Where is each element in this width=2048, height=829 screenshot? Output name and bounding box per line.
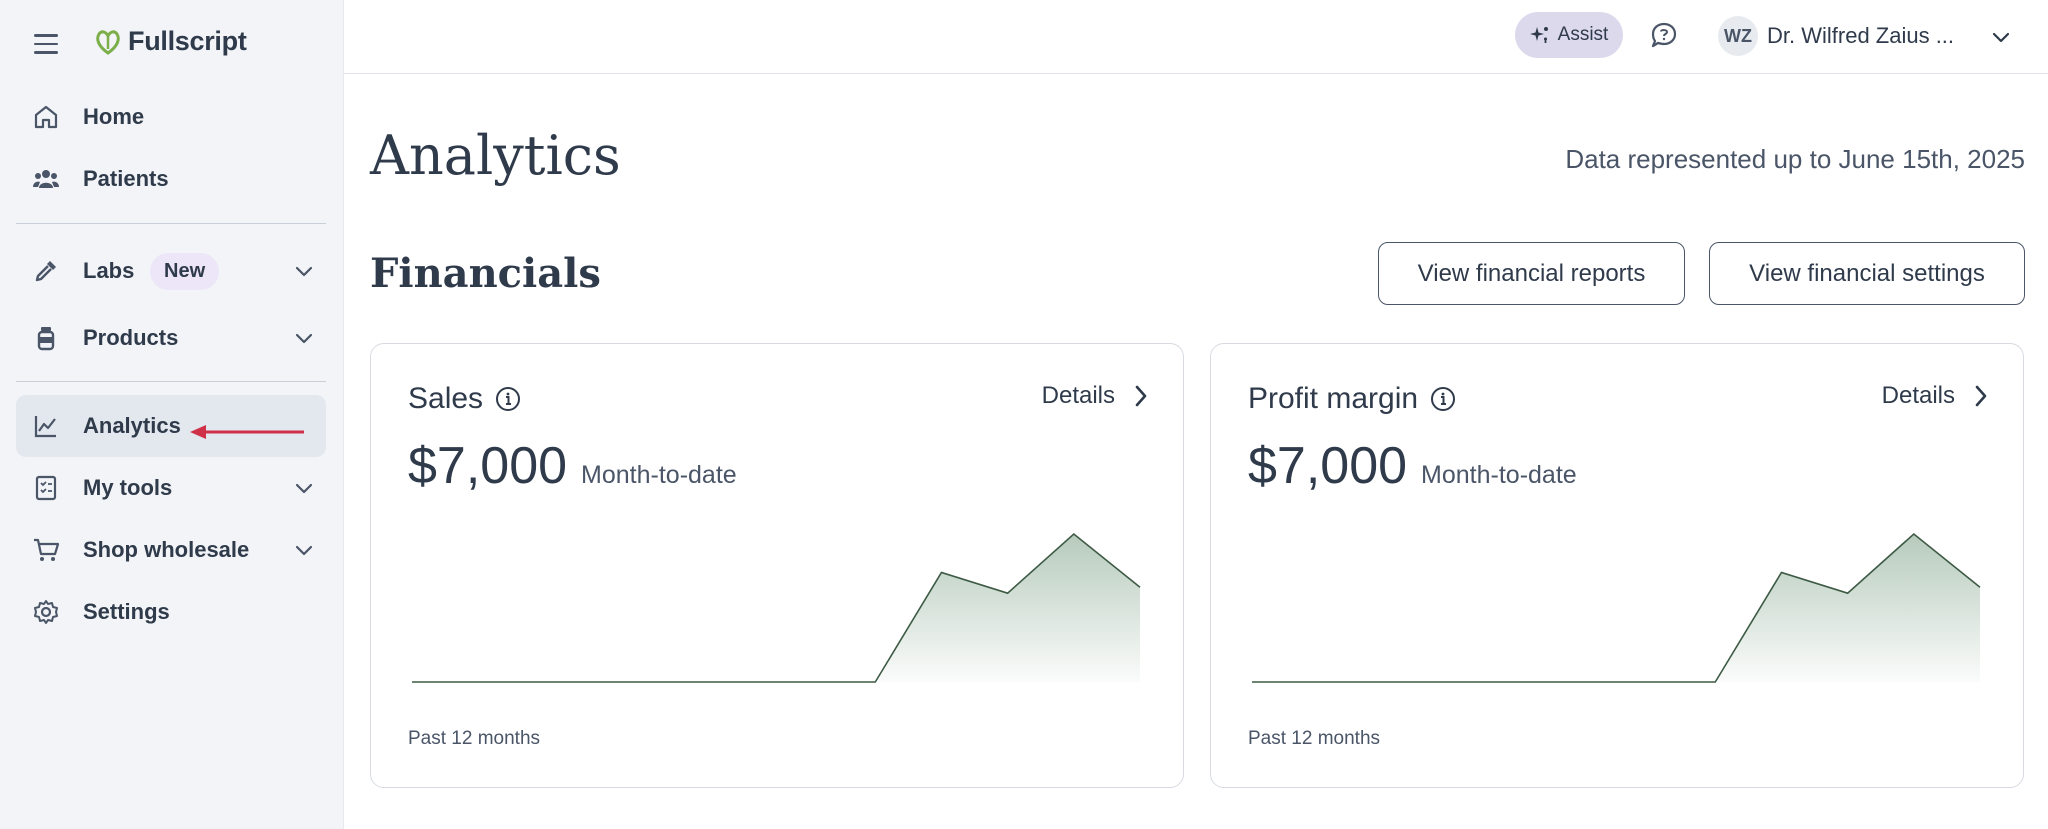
- chevron-down-icon[interactable]: [292, 259, 316, 283]
- card-value: $7,000 Month-to-date: [408, 436, 737, 496]
- user-name[interactable]: Dr. Wilfred Zaius ...: [1767, 23, 1955, 48]
- card-title-text: Sales: [408, 382, 484, 415]
- card-value: $7,000 Month-to-date: [1248, 436, 1577, 496]
- data-date-note: Data represented up to June 15th, 2025: [1565, 144, 2025, 174]
- details-link[interactable]: Details: [1882, 382, 1989, 410]
- sidebar: Fullscript Home Patients Labs New Produc…: [0, 0, 344, 829]
- view-financial-settings-button[interactable]: View financial settings: [1709, 242, 2025, 305]
- chevron-down-icon[interactable]: [292, 476, 316, 500]
- sparkline-area: [1252, 534, 1980, 682]
- cart-icon: [32, 536, 60, 564]
- home-icon: [32, 103, 60, 131]
- leaf-heart-icon: [96, 29, 120, 55]
- info-icon[interactable]: [495, 386, 521, 412]
- sidebar-item-patients[interactable]: Patients: [16, 148, 326, 210]
- sparkline-line: [412, 532, 1141, 683]
- chevron-down-icon[interactable]: [292, 326, 316, 350]
- details-link[interactable]: Details: [1042, 382, 1149, 410]
- sales-sparkline: [412, 532, 1141, 683]
- chart-period-label: Past 12 months: [1248, 728, 1381, 749]
- details-label: Details: [1881, 382, 1955, 409]
- sidebar-item-label: My tools: [83, 475, 173, 500]
- sparkline-line: [1252, 532, 1981, 683]
- sidebar-item-home[interactable]: Home: [16, 86, 326, 148]
- logo[interactable]: Fullscript: [94, 26, 247, 57]
- sidebar-item-label: Shop wholesale: [83, 537, 250, 562]
- sidebar-item-label: Analytics: [83, 413, 181, 438]
- chart-period-label: Past 12 months: [408, 728, 541, 749]
- sidebar-item-labs[interactable]: Labs New: [16, 240, 326, 302]
- value-amount: $7,000: [1248, 437, 1408, 495]
- card-title-text: Profit margin: [1248, 382, 1419, 415]
- avatar[interactable]: WZ: [1718, 16, 1758, 56]
- sparkline-area: [412, 534, 1140, 682]
- sidebar-item-shop-wholesale[interactable]: Shop wholesale: [16, 519, 326, 581]
- bottle-icon: [32, 324, 60, 352]
- card-title: Profit margin: [1248, 382, 1456, 416]
- dropper-icon: [32, 257, 60, 285]
- assist-button[interactable]: Assist: [1515, 12, 1623, 58]
- sidebar-item-products[interactable]: Products: [16, 307, 326, 369]
- card-title: Sales: [408, 382, 521, 416]
- top-bar: Assist WZ Dr. Wilfred Zaius ...: [344, 0, 2048, 74]
- gear-icon: [32, 598, 60, 626]
- sidebar-item-label: Home: [83, 104, 145, 129]
- users-icon: [32, 165, 60, 193]
- sidebar-item-label: Patients: [83, 166, 169, 191]
- sales-card: Sales Details $7,000 Month-to-date Past …: [370, 343, 1184, 788]
- chevron-right-icon: [1135, 385, 1147, 407]
- page-title: Analytics: [370, 124, 621, 187]
- arrow-annotation-icon: [190, 425, 304, 439]
- sidebar-divider: [16, 381, 326, 382]
- info-icon[interactable]: [1430, 386, 1456, 412]
- profit-margin-card: Profit margin Details $7,000 Month-to-da…: [1210, 343, 2024, 788]
- new-badge: New: [150, 252, 220, 290]
- value-amount: $7,000: [408, 437, 568, 495]
- details-label: Details: [1041, 382, 1115, 409]
- assist-label: Assist: [1557, 24, 1609, 45]
- sidebar-item-settings[interactable]: Settings: [16, 581, 326, 643]
- chevron-down-icon[interactable]: [1988, 24, 2014, 50]
- chat-help-icon[interactable]: [1650, 21, 1678, 49]
- sidebar-item-label: Labs: [83, 258, 135, 283]
- value-period-label: Month-to-date: [581, 461, 737, 489]
- logo-text: Fullscript: [128, 26, 247, 56]
- sidebar-item-my-tools[interactable]: My tools: [16, 457, 326, 519]
- sidebar-divider: [16, 223, 326, 224]
- chart-line-icon: [32, 412, 60, 440]
- checklist-icon: [32, 474, 60, 502]
- sidebar-item-label: Settings: [83, 599, 170, 624]
- value-period-label: Month-to-date: [1421, 461, 1577, 489]
- chevron-right-icon: [1975, 385, 1987, 407]
- sidebar-item-label: Products: [83, 325, 179, 350]
- chevron-down-icon[interactable]: [292, 538, 316, 562]
- sidebar-item-analytics[interactable]: Analytics: [16, 395, 326, 457]
- sparkle-icon: [1529, 27, 1548, 43]
- menu-icon[interactable]: [34, 34, 58, 54]
- section-title-financials: Financials: [370, 250, 601, 297]
- profit-margin-sparkline: [1252, 532, 1981, 683]
- view-financial-reports-button[interactable]: View financial reports: [1378, 242, 1685, 305]
